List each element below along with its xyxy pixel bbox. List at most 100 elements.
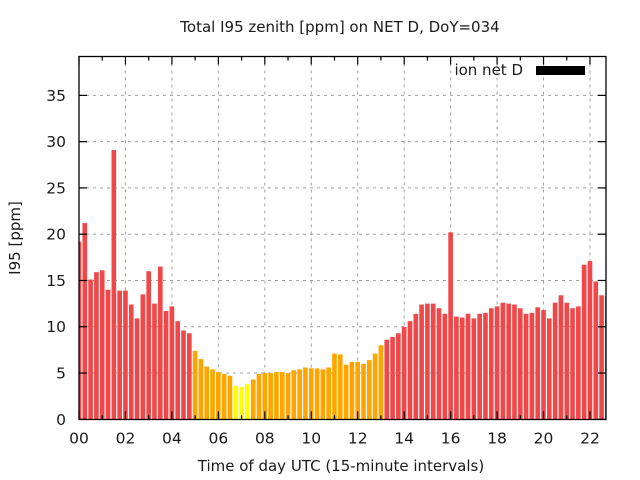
bar	[134, 318, 140, 420]
bar	[105, 289, 111, 420]
bar	[436, 308, 442, 420]
bar	[117, 290, 122, 420]
bar	[413, 313, 419, 420]
bar	[314, 368, 320, 420]
chart-title: Total I95 zenith [ppm] on NET D, DoY=034	[179, 18, 499, 36]
bar	[192, 350, 198, 420]
bar	[372, 353, 378, 420]
legend: ion net D	[454, 61, 585, 79]
bar	[279, 372, 285, 420]
bar	[99, 270, 105, 420]
y-tick-label: 5	[56, 365, 66, 383]
bar	[140, 294, 146, 420]
bar	[564, 302, 570, 420]
bar	[308, 368, 314, 420]
bar	[245, 384, 250, 420]
x-tick-label: 22	[580, 429, 600, 447]
bar	[361, 363, 366, 420]
y-axis-label: I95 [ppm]	[6, 201, 24, 275]
bar	[181, 330, 186, 420]
x-tick-label: 18	[487, 429, 507, 447]
bar	[367, 360, 372, 420]
bar	[529, 312, 535, 420]
bar	[163, 311, 169, 420]
bar	[523, 313, 529, 420]
bar	[268, 373, 273, 420]
bar	[442, 313, 448, 420]
bar	[111, 149, 117, 420]
bar	[250, 379, 256, 420]
x-tick-label: 04	[162, 429, 182, 447]
bar	[210, 369, 215, 420]
y-tick-label: 20	[46, 226, 66, 244]
bar	[216, 372, 221, 420]
bar	[157, 266, 163, 420]
bar	[570, 308, 575, 420]
bar	[378, 345, 384, 420]
bar	[425, 303, 430, 420]
bar	[599, 295, 604, 420]
bar	[297, 369, 302, 420]
bar	[576, 306, 581, 420]
bar	[448, 232, 453, 420]
bar	[175, 321, 181, 420]
bar	[459, 317, 465, 420]
bar	[326, 367, 332, 420]
x-tick-label: 02	[116, 429, 136, 447]
x-tick-label: 20	[534, 429, 554, 447]
x-tick-label: 14	[394, 429, 414, 447]
bar	[169, 306, 175, 420]
bar	[401, 326, 407, 420]
bar	[465, 313, 471, 420]
bar	[343, 364, 349, 420]
legend-label: ion net D	[454, 61, 523, 79]
bar	[221, 373, 227, 420]
bar	[123, 290, 128, 420]
bar	[552, 302, 558, 420]
bar	[547, 318, 552, 420]
bar	[512, 304, 517, 420]
x-tick-label: 12	[348, 429, 368, 447]
bar	[384, 339, 390, 420]
bar	[227, 375, 233, 420]
bar	[332, 353, 337, 420]
bar	[274, 372, 279, 420]
bar	[477, 313, 482, 420]
bar	[488, 308, 494, 420]
bar	[128, 304, 134, 420]
x-tick-labels: 00 02 04 06 08 10 12 14 16 18 20 22	[69, 429, 600, 447]
bar	[396, 333, 401, 420]
bar	[291, 370, 297, 420]
bar	[198, 359, 204, 420]
x-tick-label: 06	[208, 429, 228, 447]
bar	[407, 321, 413, 420]
bar	[517, 308, 523, 420]
bar	[94, 272, 99, 420]
y-tick-label: 30	[46, 133, 66, 151]
y-tick-label: 35	[46, 87, 66, 105]
bar	[239, 386, 244, 420]
y-tick-label: 0	[56, 411, 66, 429]
y-tick-label: 25	[46, 179, 66, 197]
bar	[256, 373, 262, 420]
bars	[79, 149, 606, 420]
x-tick-label: 10	[301, 429, 321, 447]
plot-frame	[78, 55, 607, 421]
bar	[558, 295, 564, 420]
bar	[349, 361, 355, 420]
legend-swatch	[536, 66, 585, 75]
bar	[587, 261, 593, 420]
bar	[262, 373, 268, 420]
x-axis-label: Time of day UTC (15-minute intervals)	[197, 457, 484, 475]
y-tick-label: 15	[46, 272, 66, 290]
bar	[535, 307, 541, 420]
bar	[204, 366, 210, 420]
bar	[471, 318, 477, 420]
bar	[500, 302, 506, 420]
bar	[146, 271, 152, 420]
bar	[483, 312, 488, 420]
bar	[82, 223, 88, 420]
bar	[355, 361, 361, 420]
bar	[494, 306, 500, 420]
bar	[320, 369, 326, 420]
